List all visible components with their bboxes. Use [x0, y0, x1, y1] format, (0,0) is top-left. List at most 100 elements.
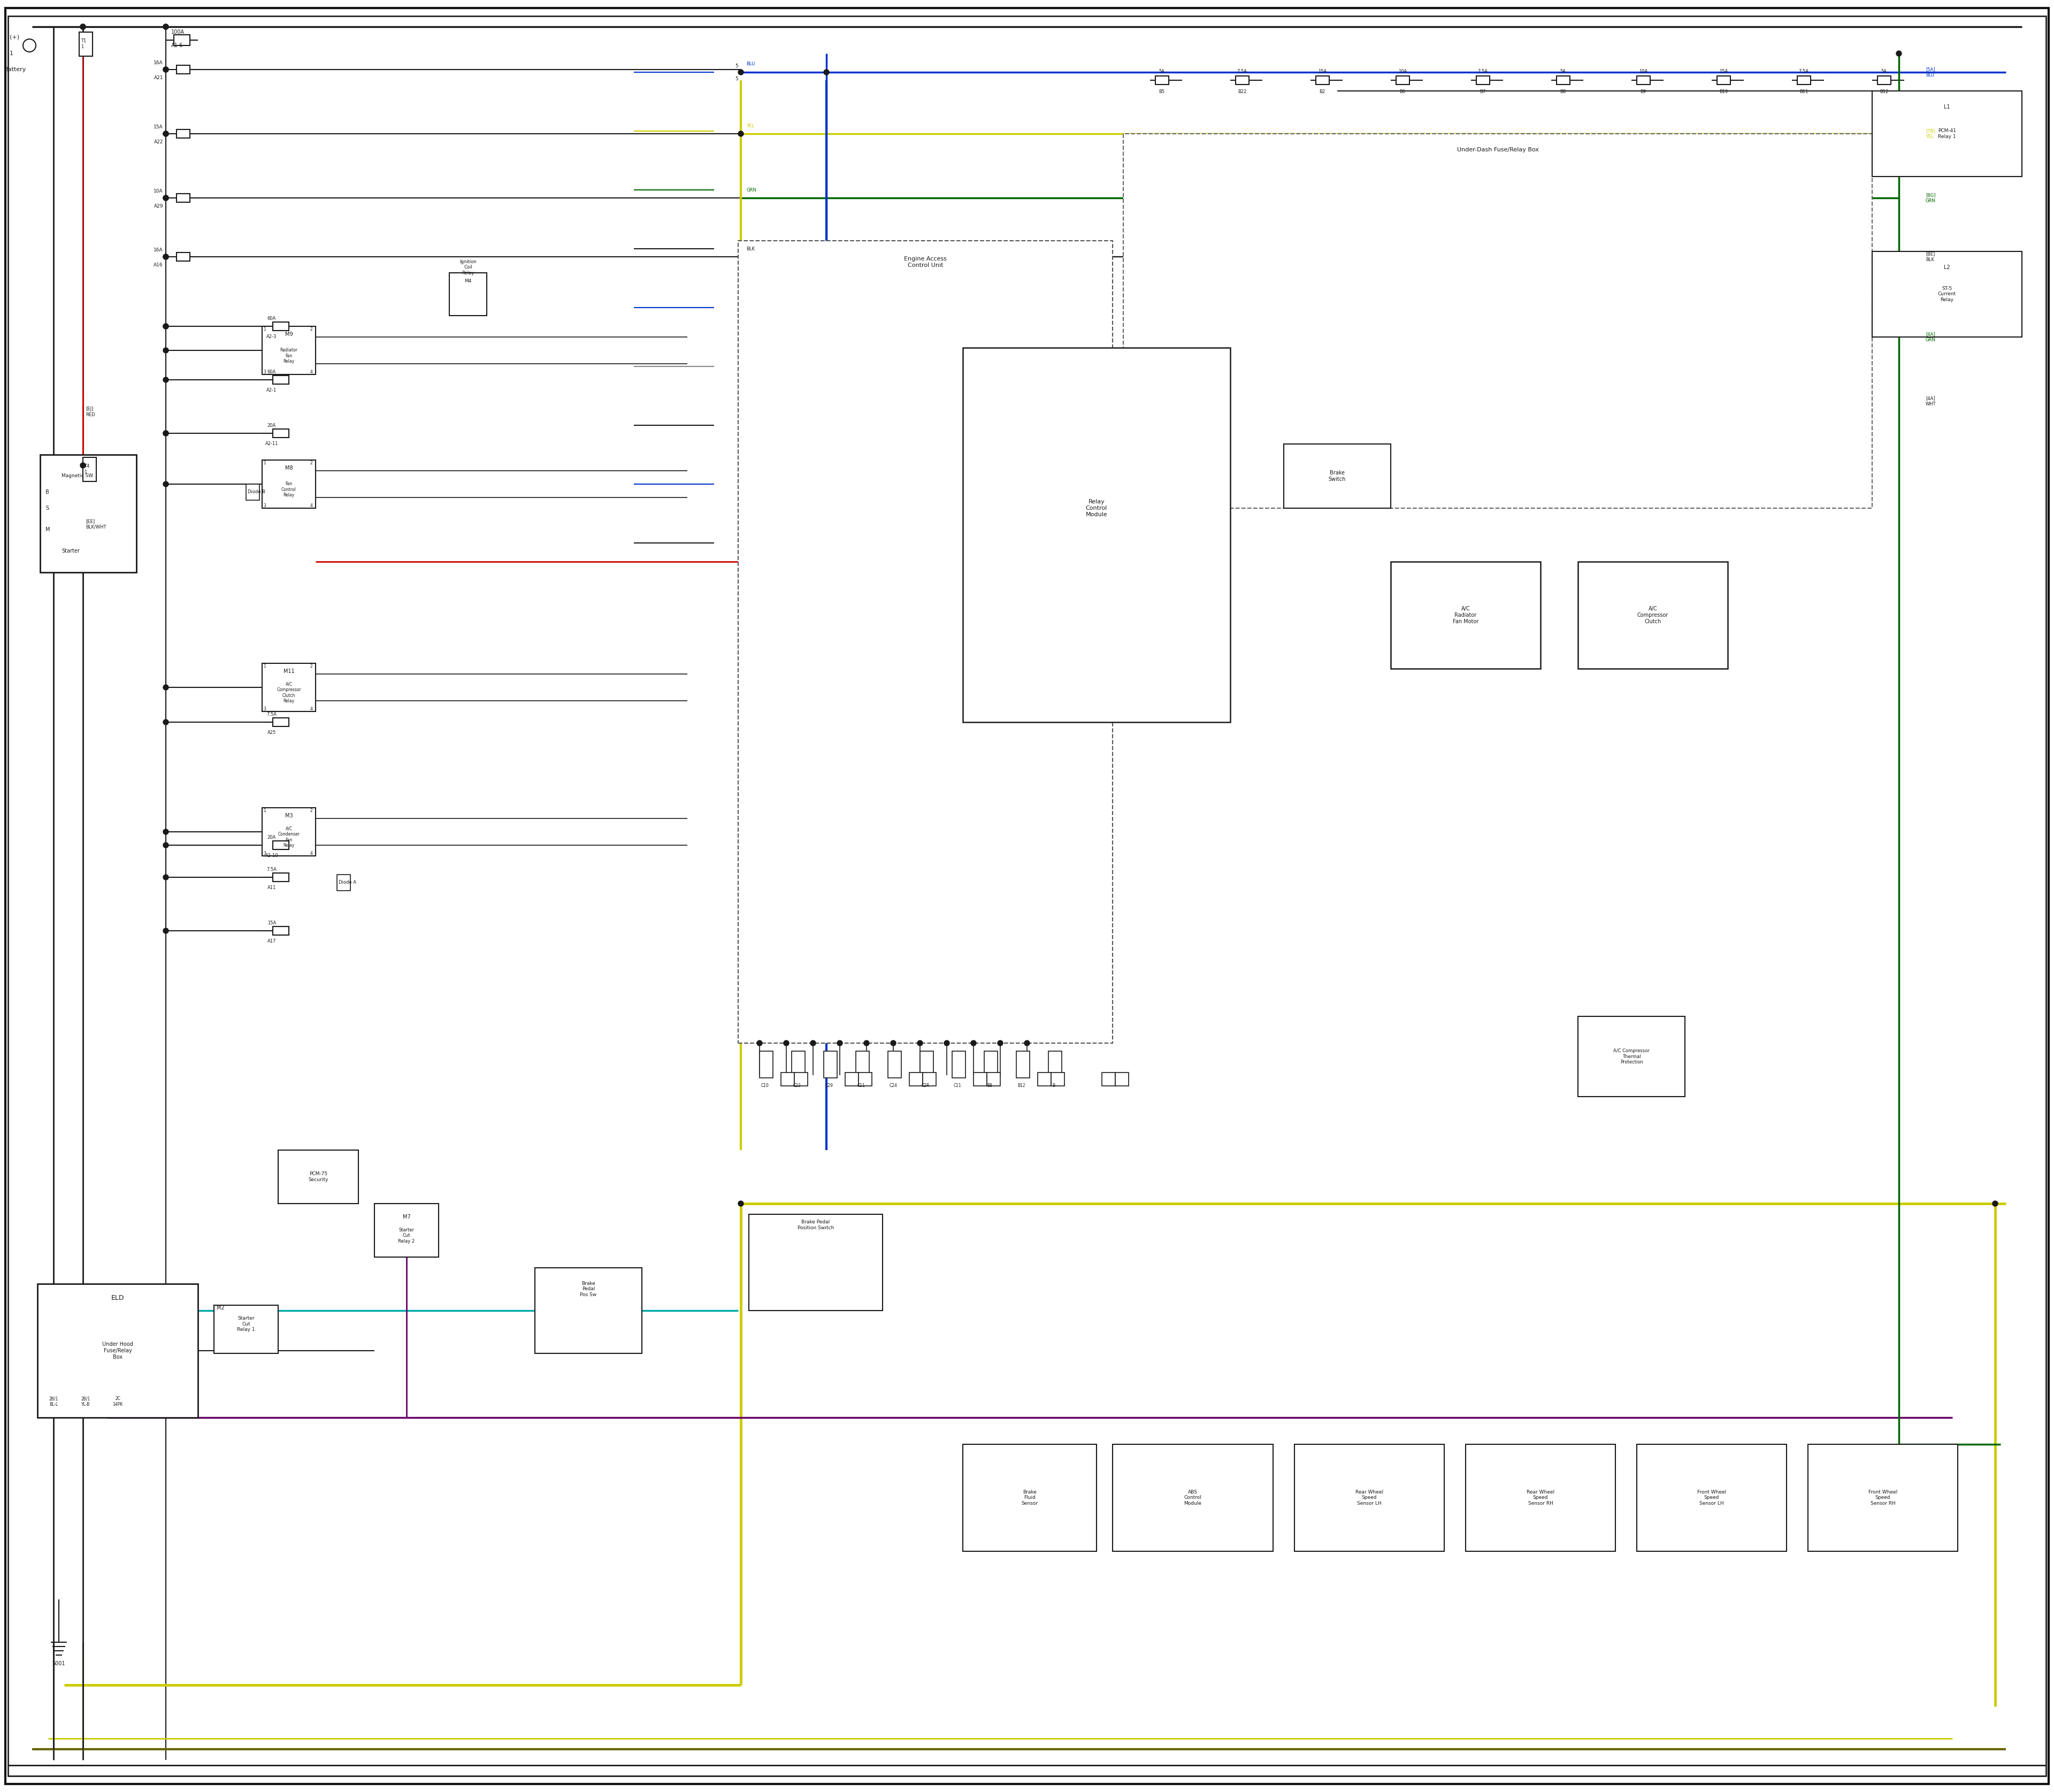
Circle shape	[162, 131, 168, 136]
Text: 20A: 20A	[267, 835, 275, 840]
Text: 2B/1
BL-L: 2B/1 BL-L	[49, 1396, 58, 1407]
Text: B7: B7	[1479, 90, 1485, 95]
Circle shape	[737, 131, 744, 136]
Text: 7.5A: 7.5A	[1477, 70, 1487, 73]
Text: GRN: GRN	[746, 188, 756, 192]
Bar	[1871, 91, 2021, 177]
Circle shape	[162, 66, 168, 72]
Bar	[1113, 1444, 1273, 1552]
Bar	[1154, 75, 1169, 84]
Text: M2: M2	[216, 1305, 224, 1310]
Bar	[1317, 75, 1329, 84]
Text: Diode B: Diode B	[249, 489, 265, 495]
Text: Under Hood
Fuse/Relay
Box: Under Hood Fuse/Relay Box	[103, 1342, 134, 1360]
Text: B22: B22	[1239, 90, 1247, 95]
Circle shape	[162, 430, 168, 435]
Bar	[1637, 1444, 1787, 1552]
Text: M: M	[45, 527, 49, 532]
Text: 5A: 5A	[1561, 70, 1565, 73]
Circle shape	[972, 1041, 976, 1047]
Text: A1-6: A1-6	[170, 43, 183, 48]
Bar	[82, 457, 97, 482]
Text: A16: A16	[154, 263, 162, 267]
Text: Starter
Cut
Relay 1: Starter Cut Relay 1	[236, 1315, 255, 1331]
Bar	[177, 65, 189, 73]
Text: 15A: 15A	[1719, 70, 1727, 73]
Bar	[920, 1052, 933, 1077]
Text: A11: A11	[267, 885, 275, 891]
Bar	[1052, 1073, 1064, 1086]
Bar	[175, 34, 189, 45]
Bar	[1871, 251, 2021, 337]
Text: 1: 1	[263, 326, 265, 332]
Bar	[273, 873, 290, 882]
Bar	[1717, 75, 1729, 84]
Bar	[1115, 1073, 1128, 1086]
Text: 2B/1
YL-B: 2B/1 YL-B	[80, 1396, 90, 1407]
Bar	[1237, 75, 1249, 84]
Bar	[1037, 1073, 1052, 1086]
Bar	[1477, 75, 1489, 84]
Circle shape	[998, 1041, 1002, 1047]
Text: 20A: 20A	[267, 423, 275, 428]
Text: Brake
Pedal
Pos Sw: Brake Pedal Pos Sw	[579, 1281, 598, 1297]
Text: ELD: ELD	[111, 1294, 123, 1301]
Text: 1: 1	[263, 461, 265, 466]
Text: [7B]
YEL: [7B] YEL	[1927, 129, 1935, 140]
Bar	[859, 1073, 871, 1086]
Circle shape	[162, 430, 168, 435]
Text: Front Wheel
Speed
Sensor RH: Front Wheel Speed Sensor RH	[1869, 1489, 1898, 1505]
Text: B6: B6	[1399, 90, 1405, 95]
Bar	[1797, 75, 1812, 84]
Text: 3: 3	[263, 369, 265, 375]
Text: Rear Wheel
Speed
Sensor LH: Rear Wheel Speed Sensor LH	[1356, 1489, 1382, 1505]
Text: Engine Access
Control Unit: Engine Access Control Unit	[904, 256, 947, 267]
Text: M4: M4	[464, 278, 472, 283]
Circle shape	[1896, 50, 1902, 56]
Text: PCM-41
Relay 1: PCM-41 Relay 1	[1937, 129, 1955, 140]
Text: B: B	[45, 489, 49, 495]
Text: C22: C22	[793, 1084, 801, 1088]
Text: T1
1: T1 1	[80, 39, 86, 48]
Text: Starter
Cut
Relay 2: Starter Cut Relay 2	[398, 1228, 415, 1244]
Bar	[1577, 1016, 1684, 1097]
Text: Battery: Battery	[4, 66, 27, 72]
Bar	[273, 926, 290, 935]
Text: L1: L1	[1943, 104, 1949, 109]
Text: 1: 1	[263, 663, 265, 668]
Text: Brake Pedal
Position Switch: Brake Pedal Position Switch	[797, 1220, 834, 1229]
Text: 2: 2	[310, 808, 312, 814]
Bar	[791, 1052, 805, 1077]
Bar	[273, 376, 290, 383]
Bar	[1557, 75, 1569, 84]
Circle shape	[162, 23, 168, 29]
Text: T4
1: T4 1	[84, 464, 90, 475]
Bar	[887, 1052, 902, 1077]
Text: 3: 3	[263, 706, 265, 711]
Text: C11: C11	[857, 1084, 865, 1088]
Bar	[760, 1052, 772, 1077]
Text: Starter: Starter	[62, 548, 80, 554]
Bar	[273, 719, 290, 726]
Bar	[1397, 75, 1409, 84]
Bar	[922, 1073, 937, 1086]
Text: Rear Wheel
Speed
Sensor RH: Rear Wheel Speed Sensor RH	[1526, 1489, 1555, 1505]
Circle shape	[162, 324, 168, 330]
Text: M9: M9	[286, 332, 294, 337]
Text: Relay
Control
Module: Relay Control Module	[1087, 500, 1107, 518]
Text: 7.5A: 7.5A	[1237, 70, 1247, 73]
Bar	[263, 808, 316, 857]
Bar	[953, 1052, 965, 1077]
Text: [4A]
WHT: [4A] WHT	[1927, 396, 1937, 407]
Circle shape	[162, 874, 168, 880]
Text: 1: 1	[10, 50, 14, 56]
Text: A29: A29	[154, 204, 162, 210]
Bar	[534, 1267, 641, 1353]
Text: 5A: 5A	[1158, 70, 1165, 73]
Circle shape	[838, 1041, 842, 1047]
Bar	[963, 348, 1230, 722]
Text: 16A: 16A	[154, 61, 162, 66]
Text: A2-1: A2-1	[267, 389, 277, 392]
Text: 2C
14PK: 2C 14PK	[113, 1396, 123, 1407]
Text: 2: 2	[310, 326, 312, 332]
